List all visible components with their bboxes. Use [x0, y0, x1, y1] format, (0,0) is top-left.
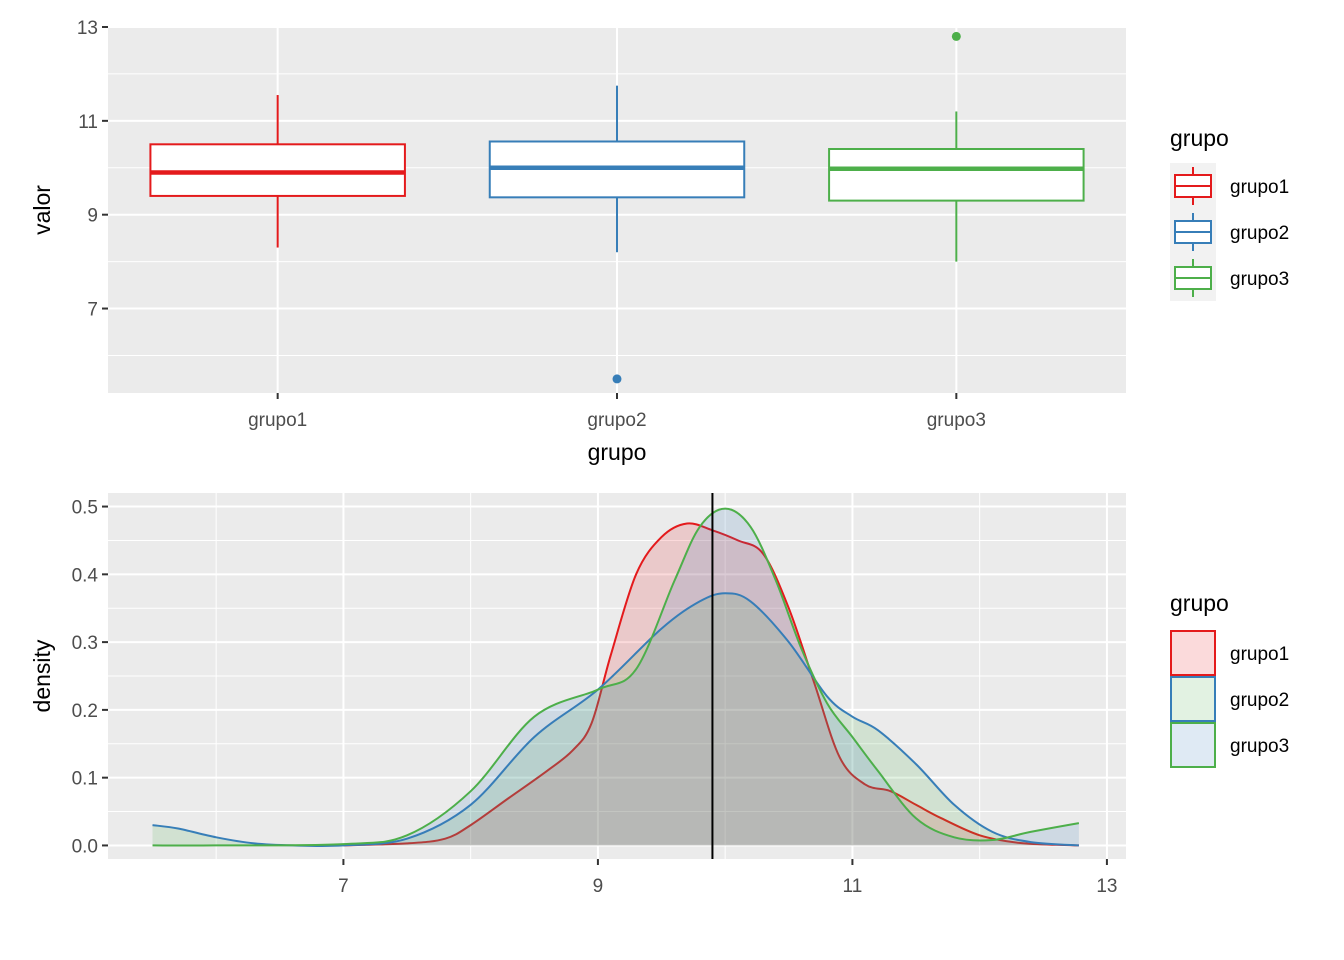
boxplot-legend-label: grupo2: [1230, 223, 1289, 244]
density-legend-key: [1170, 722, 1216, 768]
boxplot-outlier-point: [612, 374, 622, 384]
density-gridlines: [108, 493, 1126, 859]
density-y-tick-label: 0.3: [72, 633, 98, 654]
boxplot-x-axis-title: grupo: [588, 439, 647, 465]
density-y-tick-label: 0.2: [72, 701, 98, 722]
boxplot-y-axis-title: valor: [29, 185, 55, 235]
density-chart: 0.0 0.1 0.2 0.3 0.4 0.5 7 9 11 13 density grupo …: [29, 493, 1289, 897]
density-legend-swatch: [1170, 722, 1216, 768]
boxplot-x-ticks: grupo1 grupo2 grupo3: [248, 393, 986, 431]
density-x-ticks: 7 9 11 13: [338, 859, 1117, 897]
boxplot-box: [149, 143, 406, 197]
density-legend-label: grupo3: [1230, 736, 1289, 757]
boxplot-boxes: [149, 31, 1085, 384]
density-area-fill: [152, 508, 1079, 846]
boxplot-x-tick-label: grupo2: [587, 410, 646, 431]
boxplot-y-ticks: 7 9 11 13: [77, 18, 108, 321]
boxplot-chart: 7 9 11 13 grupo1 grupo2 grupo3 grupo valor gr…: [29, 18, 1289, 465]
density-x-tick-label: 13: [1096, 876, 1117, 897]
boxplot-y-tick-label: 9: [87, 206, 98, 227]
density-legend-key: [1170, 676, 1216, 722]
density-area-fill: [152, 593, 1079, 847]
boxplot-legend-label: grupo3: [1230, 269, 1289, 290]
boxplot-outlier-point: [951, 31, 961, 41]
density-x-tick-label: 7: [338, 876, 349, 897]
density-legend-key: [1170, 630, 1216, 676]
boxplot-y-tick-label: 13: [77, 18, 98, 39]
density-legend-label: grupo1: [1230, 644, 1289, 665]
density-curve: [343, 522, 1079, 847]
boxplot-box: [828, 148, 1085, 202]
boxplot-x-tick-label: grupo1: [248, 410, 307, 431]
boxplot-x-tick-label: grupo3: [927, 410, 986, 431]
density-y-tick-label: 0.0: [72, 836, 98, 857]
density-legend-swatch: [1170, 676, 1216, 722]
boxplot-legend-label: grupo1: [1230, 177, 1289, 198]
density-y-tick-label: 0.1: [72, 769, 98, 790]
density-y-ticks: 0.0 0.1 0.2 0.3 0.4 0.5: [72, 498, 108, 857]
density-y-tick-label: 0.4: [72, 565, 99, 586]
density-curve: [152, 507, 1080, 847]
boxplot-y-tick-label: 7: [87, 300, 98, 321]
density-legend: grupo grupo1 grupo2 grupo3: [1170, 590, 1289, 768]
density-x-tick-label: 9: [593, 876, 604, 897]
density-legend-swatch: [1170, 630, 1216, 676]
density-areas: [152, 493, 1080, 859]
boxplot-legend: grupo grupo1 grupo2 grupo3: [1170, 125, 1289, 301]
density-legend-title: grupo: [1170, 590, 1229, 616]
density-y-axis-title: density: [29, 639, 55, 712]
density-legend-label: grupo2: [1230, 690, 1289, 711]
boxplot-legend-title: grupo: [1170, 125, 1229, 151]
density-area-fill: [343, 523, 1079, 846]
density-x-tick-label: 11: [843, 876, 863, 897]
density-y-tick-label: 0.5: [72, 498, 98, 519]
boxplot-y-tick-label: 11: [78, 112, 98, 133]
